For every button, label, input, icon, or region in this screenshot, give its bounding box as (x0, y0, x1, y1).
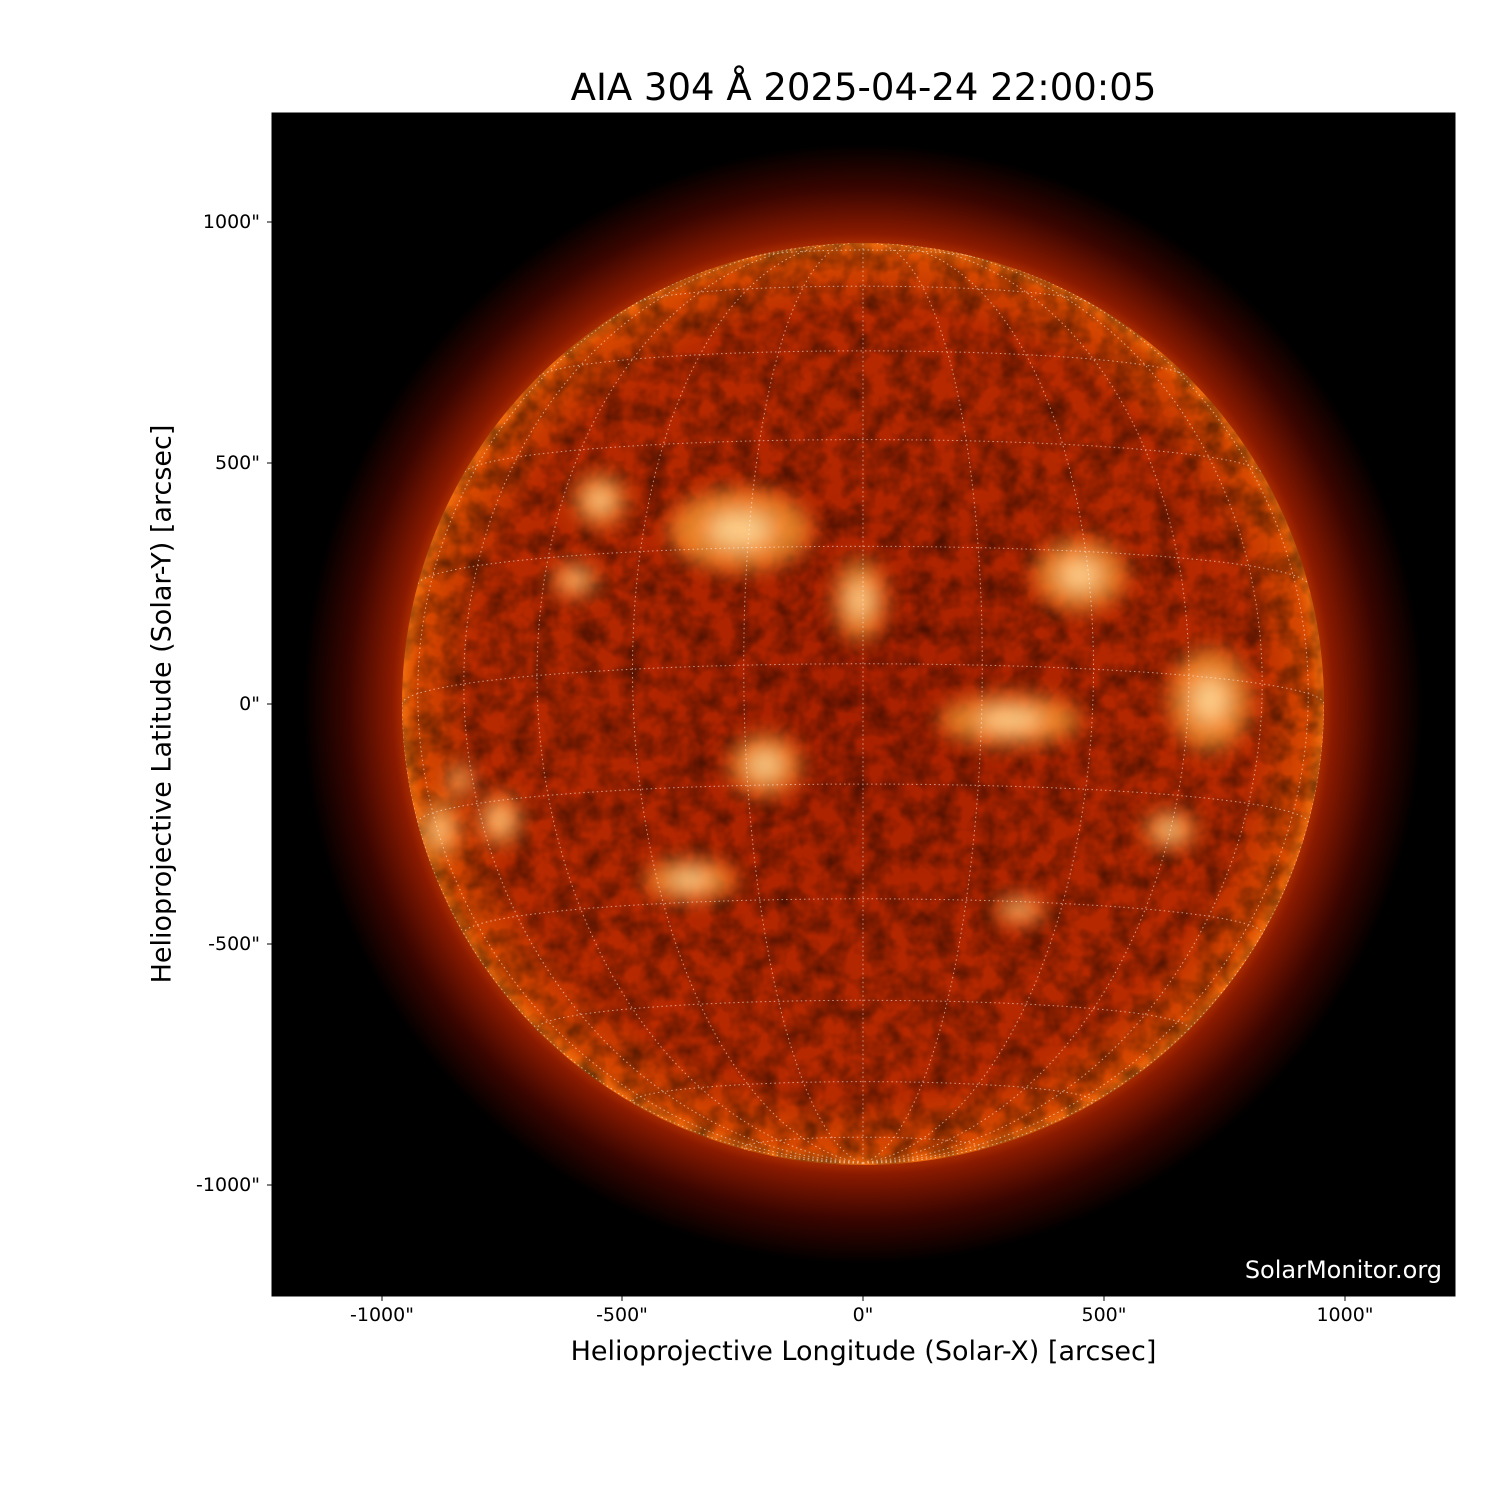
active-region-core (431, 816, 449, 844)
active-region-core (669, 871, 711, 889)
active-region-core (1192, 677, 1228, 723)
watermark: SolarMonitor.org (1244, 1256, 1442, 1284)
grid-line (743, 243, 864, 1164)
active-region-core (588, 488, 612, 512)
grid-line (464, 439, 1262, 473)
x-tick-label: -1000" (350, 1304, 414, 1326)
grid-line (536, 999, 1190, 1031)
x-axis-label: Helioprojective Longitude (Solar-X) [arc… (570, 1336, 1157, 1367)
x-tick-label: 500" (1081, 1304, 1127, 1326)
plot-title: AIA 304 Å 2025-04-24 22:00:05 (570, 66, 1157, 109)
grid-line (862, 268, 1309, 1164)
active-region-core (848, 582, 872, 618)
active-region-core (491, 808, 509, 832)
y-tick-label: 500" (214, 452, 260, 474)
grid-line (417, 783, 1309, 824)
y-tick-label: -1000" (196, 1174, 260, 1196)
grid-line (417, 545, 1309, 585)
active-region-core (454, 773, 466, 787)
grid-line (862, 247, 1263, 1164)
grid-line (463, 898, 1263, 935)
grid-line (417, 268, 864, 1164)
y-tick-label: 0" (239, 693, 260, 715)
active-region-core (1059, 559, 1101, 591)
grid-line (743, 1136, 983, 1152)
active-region-core (1008, 904, 1032, 916)
y-axis-label: Helioprojective Latitude (Solar-Y) [arcs… (146, 424, 178, 984)
active-region-core (565, 573, 585, 587)
grid-line (750, 249, 976, 258)
y-tick-label: 1000" (202, 211, 260, 233)
active-region-core (749, 751, 781, 779)
x-tick-label: 0" (852, 1304, 874, 1326)
active-region-core (978, 708, 1042, 732)
grid-line (862, 243, 983, 1164)
grid-line (463, 247, 864, 1164)
x-tick-label: 1000" (1316, 1304, 1374, 1326)
grid-line (631, 1081, 1095, 1105)
y-tick-label: -500" (208, 933, 260, 955)
active-region-core (708, 512, 772, 548)
x-tick-label: -500" (596, 1304, 648, 1326)
